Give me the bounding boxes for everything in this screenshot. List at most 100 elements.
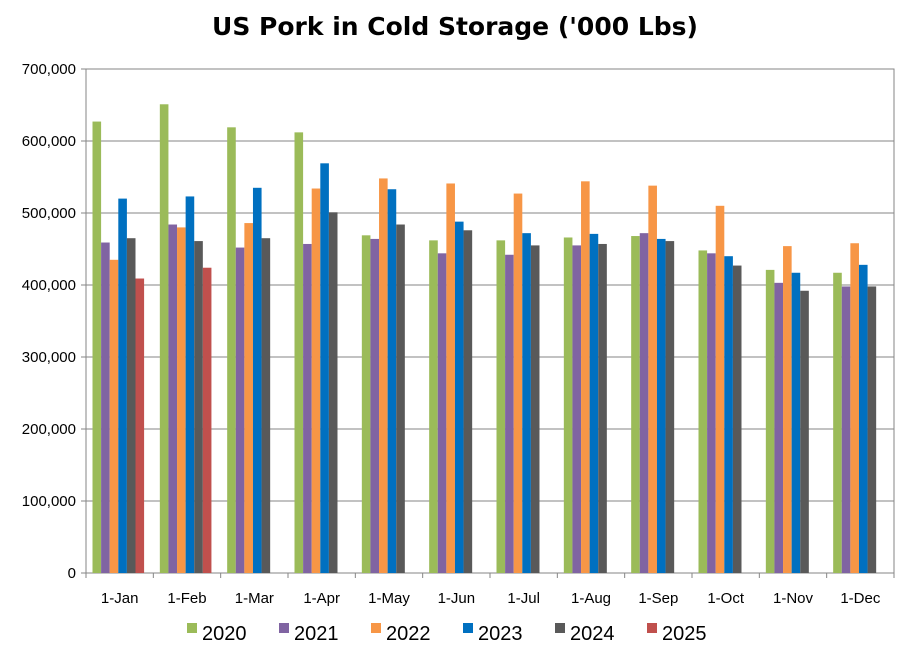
bar-2020-1-Nov <box>765 269 775 573</box>
x-tick-label: 1-Jul <box>507 590 540 607</box>
bar-2023-1-Nov <box>791 272 801 573</box>
bar-2022-1-Aug <box>581 181 590 573</box>
bar-2024-1-May <box>396 224 405 573</box>
bar-2022-1-Jul <box>513 193 523 573</box>
bar-2024-1-Dec <box>867 286 877 573</box>
bar-2021-1-May <box>370 238 380 574</box>
x-tick-label: 1-Dec <box>840 590 881 607</box>
bar-2023-1-Aug <box>589 233 599 573</box>
bar-2021-1-Oct <box>707 253 716 573</box>
bar-2020-1-Oct <box>698 250 708 573</box>
bar-2024-1-Sep <box>665 241 675 573</box>
y-tick-label: 700,000 <box>22 61 76 78</box>
y-tick-label: 400,000 <box>22 277 76 294</box>
bar-2024-1-Jul <box>530 245 540 573</box>
axes: 0 100,000 200,000 300,000 400,000 500,000 600,… <box>22 61 895 607</box>
bar-2025-1-Feb <box>202 267 212 573</box>
legend-label: 2022 <box>386 623 431 645</box>
legend-label: 2021 <box>294 623 339 645</box>
bar-2021-1-Sep <box>639 233 649 573</box>
bar-2024-1-Jan <box>126 238 136 573</box>
bar-2021-1-Jan <box>101 242 110 573</box>
bar-2023-1-Oct <box>724 256 733 573</box>
y-tick-label: 600,000 <box>22 133 76 150</box>
bar-2021-1-Jun <box>437 253 447 573</box>
bar-2021-1-Jul <box>505 254 514 573</box>
bar-2021-1-Aug <box>572 245 582 573</box>
bar-2022-1-Jun <box>446 183 455 574</box>
bar-2021-1-Mar <box>235 247 245 573</box>
legend-label: 2023 <box>478 623 523 645</box>
bar-2023-1-Sep <box>656 238 666 574</box>
legend-swatch-2021 <box>279 623 289 633</box>
x-tick-label: 1-Sep <box>638 590 678 607</box>
bar-2021-1-Nov <box>774 282 784 573</box>
bar-2024-1-Aug <box>598 243 607 573</box>
bar-2020-1-Sep <box>631 236 640 574</box>
legend-swatch-2020 <box>187 623 197 633</box>
bar-2020-1-Aug <box>563 237 573 574</box>
bar-2022-1-Mar <box>244 223 253 573</box>
bar-2021-1-Feb <box>168 224 178 573</box>
bar-2022-1-Nov <box>783 246 792 573</box>
legend-swatch-2023 <box>463 623 473 633</box>
bars <box>92 104 877 574</box>
legend-swatch-2022 <box>371 623 381 633</box>
bar-2024-1-Feb <box>194 241 203 573</box>
bar-2023-1-Apr <box>320 163 329 573</box>
y-tick-label: 0 <box>68 565 76 582</box>
legend-label: 2025 <box>662 623 707 645</box>
legend-label: 2024 <box>570 623 615 645</box>
x-tick-label: 1-May <box>368 590 410 607</box>
bar-2022-1-Dec <box>850 243 859 574</box>
y-tick-label: 500,000 <box>22 205 76 222</box>
bar-2022-1-Jan <box>109 259 119 573</box>
bar-2020-1-Mar <box>227 127 236 573</box>
bar-2020-1-Feb <box>159 104 169 573</box>
x-tick-label: 1-Jan <box>101 590 139 607</box>
bar-2024-1-Nov <box>800 290 809 573</box>
bar-2024-1-Apr <box>328 212 338 573</box>
x-tick-label: 1-Apr <box>303 590 340 607</box>
x-tick-label: 1-Jun <box>438 590 476 607</box>
bar-2023-1-Jun <box>454 221 464 573</box>
bar-2024-1-Oct <box>732 265 742 573</box>
bar-2023-1-May <box>387 189 397 574</box>
bar-2021-1-Apr <box>303 243 312 573</box>
bar-2021-1-Dec <box>841 286 851 573</box>
bar-2020-1-Jul <box>496 240 506 574</box>
x-tick-label: 1-Oct <box>707 590 745 607</box>
bar-2024-1-Jun <box>463 230 473 573</box>
bar-2022-1-May <box>379 178 388 573</box>
bar-2024-1-Mar <box>261 238 271 573</box>
x-tick-label: 1-Feb <box>167 590 206 607</box>
bar-2023-1-Mar <box>252 187 262 574</box>
bar-2023-1-Dec <box>858 264 868 573</box>
x-tick-label: 1-Mar <box>235 590 274 607</box>
bar-2020-1-Apr <box>294 132 304 574</box>
bar-2023-1-Feb <box>185 196 195 573</box>
bar-2020-1-Dec <box>833 272 842 573</box>
bar-2022-1-Feb <box>177 227 186 573</box>
bar-2020-1-May <box>361 235 371 573</box>
y-tick-label: 200,000 <box>22 421 76 438</box>
bar-2023-1-Jan <box>118 198 127 573</box>
bar-2025-1-Jan <box>135 278 145 573</box>
bar-2023-1-Jul <box>522 233 531 573</box>
legend-swatch-2024 <box>555 623 565 633</box>
x-tick-label: 1-Nov <box>773 590 814 607</box>
y-tick-label: 300,000 <box>22 349 76 366</box>
x-tick-label: 1-Aug <box>571 590 611 607</box>
legend-label: 2020 <box>202 623 247 645</box>
bar-2020-1-Jun <box>429 240 438 574</box>
bar-2022-1-Oct <box>715 205 725 574</box>
y-tick-label: 100,000 <box>22 493 76 510</box>
bar-2022-1-Apr <box>311 188 321 573</box>
chart-title: US Pork in Cold Storage ('000 Lbs) <box>212 12 698 41</box>
bar-2020-1-Jan <box>92 121 102 573</box>
bar-2022-1-Sep <box>648 185 657 573</box>
legend: 2020 2021 2022 2023 2024 2025 <box>187 623 707 645</box>
legend-swatch-2025 <box>647 623 657 633</box>
